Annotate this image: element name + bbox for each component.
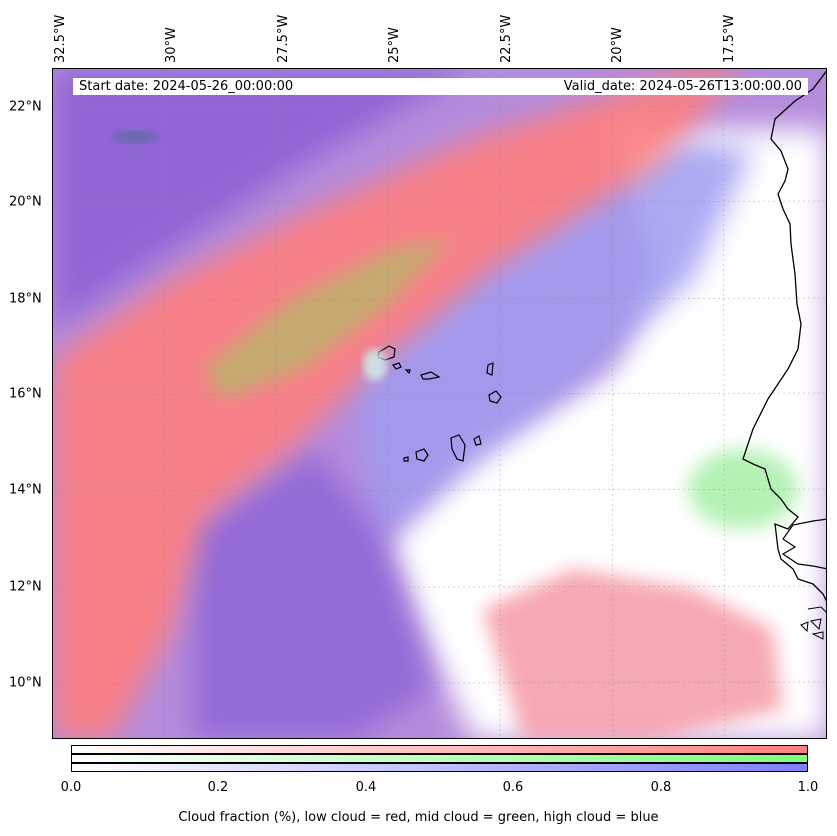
island-boa-vista bbox=[488, 390, 502, 404]
colorbar-tick-1: 0.2 bbox=[207, 780, 229, 795]
cloud-patch-northwest bbox=[113, 131, 157, 143]
lon-label-30w: 30°W bbox=[164, 27, 179, 63]
lat-label-22n: 22°N bbox=[9, 99, 42, 115]
map-header: Start date: 2024-05-26_00:00:00 Valid_da… bbox=[73, 78, 808, 95]
lat-label-14n: 14°N bbox=[9, 482, 42, 498]
bijagos-islands bbox=[800, 606, 826, 640]
cloud-patch-santo-antao bbox=[363, 349, 387, 381]
senegal-gambia-outline bbox=[781, 518, 826, 570]
island-santiago bbox=[450, 434, 466, 462]
colorbar-tick-5: 1.0 bbox=[797, 780, 819, 795]
lon-label-27-5w: 27.5°W bbox=[276, 14, 291, 63]
lat-label-20n: 20°N bbox=[9, 194, 42, 210]
colorbar-tick-4: 0.8 bbox=[650, 780, 672, 795]
island-maio bbox=[473, 435, 482, 446]
island-sal bbox=[486, 362, 494, 376]
colorbar-label: Cloud fraction (%), low cloud = red, mid… bbox=[178, 810, 659, 825]
lon-label-32-5w: 32.5°W bbox=[53, 14, 68, 63]
colorbar-tick-2: 0.4 bbox=[355, 780, 377, 795]
cloud-fraction-map: Start date: 2024-05-26_00:00:00 Valid_da… bbox=[52, 68, 827, 739]
colorbar-tick-3: 0.6 bbox=[502, 780, 524, 795]
valid-date-text: Valid_date: 2024-05-26T13:00:00.00 bbox=[563, 79, 802, 94]
start-date-text: Start date: 2024-05-26_00:00:00 bbox=[79, 79, 294, 94]
colorbar-low-cloud bbox=[71, 745, 808, 754]
high-cloud-band bbox=[353, 139, 753, 539]
low-cloud-southeast bbox=[483, 569, 783, 738]
island-sao-vicente bbox=[392, 362, 402, 370]
island-sao-nicolau bbox=[420, 371, 441, 380]
africa-coastline bbox=[742, 70, 826, 602]
high-cloud-southwest bbox=[193, 449, 433, 738]
colorbar-tick-0: 0.0 bbox=[60, 780, 82, 795]
island-fogo bbox=[415, 448, 429, 462]
island-brava bbox=[403, 456, 409, 462]
lon-label-25w: 25°W bbox=[387, 27, 402, 63]
lat-label-10n: 10°N bbox=[9, 675, 42, 691]
colorbar bbox=[71, 745, 808, 772]
colorbar-high-cloud bbox=[71, 763, 808, 772]
mid-cloud-streak bbox=[203, 239, 453, 399]
lon-label-22-5w: 22.5°W bbox=[499, 14, 514, 63]
high-cloud-northwest bbox=[53, 69, 473, 329]
lon-label-17-5w: 17.5°W bbox=[722, 14, 737, 63]
colorbar-mid-cloud bbox=[71, 754, 808, 763]
lon-label-20w: 20°W bbox=[610, 27, 625, 63]
clear-sky-region bbox=[383, 129, 826, 738]
gridlines bbox=[53, 69, 826, 738]
map-canvas bbox=[53, 69, 826, 738]
lat-label-12n: 12°N bbox=[9, 579, 42, 595]
low-cloud-band bbox=[53, 69, 743, 738]
lat-label-18n: 18°N bbox=[9, 291, 42, 307]
lat-label-16n: 16°N bbox=[9, 386, 42, 402]
island-santa-luzia bbox=[404, 369, 411, 375]
